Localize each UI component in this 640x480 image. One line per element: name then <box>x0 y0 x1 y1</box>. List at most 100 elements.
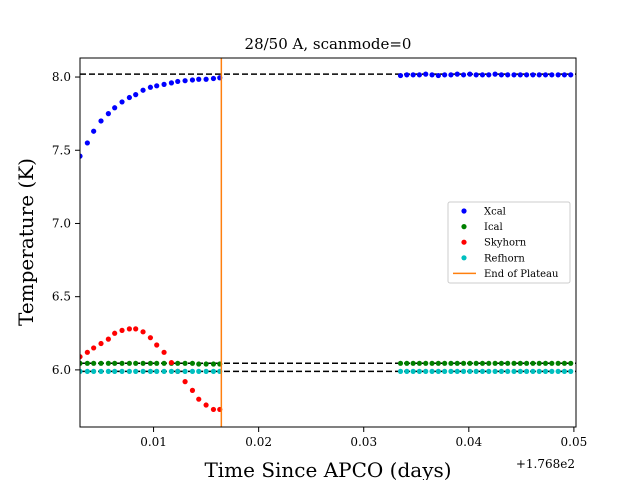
xcal-point <box>492 71 498 77</box>
x-tick-label: 0.05 <box>561 435 588 449</box>
legend-marker-skyhorn <box>461 239 467 245</box>
ical-point <box>473 360 479 366</box>
x-tick-label: 0.01 <box>140 435 167 449</box>
xcal-point <box>133 92 139 98</box>
refhorn-point <box>133 368 139 374</box>
xcal-point <box>196 76 202 82</box>
refhorn-point <box>196 368 202 374</box>
refhorn-point <box>397 368 404 374</box>
skyhorn-point <box>140 329 146 335</box>
xcal-point <box>530 72 536 78</box>
refhorn-point <box>168 368 175 374</box>
xcal-point <box>154 83 160 89</box>
ical-point <box>112 360 118 366</box>
refhorn-point <box>119 368 125 374</box>
refhorn-point <box>448 368 454 374</box>
x-tick-label: 0.03 <box>350 435 377 449</box>
skyhorn-point <box>98 340 104 347</box>
refhorn-point <box>105 368 111 374</box>
refhorn-point <box>147 368 154 374</box>
refhorn-point <box>416 368 423 374</box>
ical-point <box>429 360 435 366</box>
ical-point <box>530 360 536 366</box>
xcal-point <box>524 72 530 78</box>
ical-point <box>203 361 209 367</box>
ical-point <box>467 360 473 366</box>
ical-point <box>140 360 146 366</box>
x-axis-title: Time Since APCO (days) <box>204 458 451 480</box>
refhorn-point <box>473 368 479 374</box>
ical-point <box>549 360 555 366</box>
skyhorn-point <box>126 326 132 332</box>
legend-label-end-of-plateau: End of Plateau <box>484 269 559 280</box>
refhorn-point <box>435 368 441 374</box>
xcal-point <box>416 72 423 78</box>
ical-point <box>189 360 196 366</box>
y-axis-title: Temperature (K) <box>14 158 38 326</box>
skyhorn-point <box>189 387 196 393</box>
legend-label-refhorn: Refhorn <box>484 253 525 264</box>
refhorn-point <box>80 368 83 374</box>
y-tick-label: 6.5 <box>52 290 71 304</box>
refhorn-point <box>189 368 196 374</box>
ical-point <box>119 360 125 366</box>
xcal-point <box>448 72 454 78</box>
refhorn-point <box>203 368 209 374</box>
refhorn-point <box>404 368 410 374</box>
xcal-point <box>536 72 542 78</box>
xcal-point <box>203 76 209 82</box>
y-tick-label: 8.0 <box>52 70 71 84</box>
refhorn-point <box>112 368 118 374</box>
refhorn-point <box>140 368 146 374</box>
xcal-point <box>549 72 555 78</box>
refhorn-point <box>555 368 561 374</box>
xcal-point <box>175 78 181 85</box>
xcal-point <box>119 99 125 105</box>
ical-point <box>454 360 460 366</box>
x-axis-ticks: 0.01 0.02 0.03 0.04 0.05 <box>140 427 587 449</box>
refhorn-point <box>536 368 542 374</box>
skyhorn-point <box>84 349 90 355</box>
ical-point <box>524 360 530 366</box>
xcal-point <box>105 111 111 117</box>
xcal-point <box>561 72 568 78</box>
legend: Xcal Ical Skyhorn Refhorn End of Plateau <box>447 201 571 284</box>
xcal-point <box>505 72 511 78</box>
refhorn-point <box>530 368 536 374</box>
ical-point <box>448 360 454 366</box>
y-axis-ticks: 6.0 6.5 7.0 7.5 8.0 <box>52 70 80 377</box>
refhorn-point <box>84 368 90 374</box>
xcal-point <box>91 128 97 134</box>
ical-point <box>161 360 167 366</box>
refhorn-point <box>467 368 473 374</box>
refhorn-point <box>98 368 104 374</box>
refhorn-point <box>429 368 435 374</box>
xcal-point <box>467 71 473 77</box>
legend-box <box>447 201 571 284</box>
refhorn-point <box>505 368 511 374</box>
legend-label-xcal: Xcal <box>484 207 506 218</box>
skyhorn-point <box>112 330 118 336</box>
ical-point <box>182 360 188 366</box>
x-axis-offset: +1.768e2 <box>516 457 575 471</box>
skyhorn-point <box>80 354 83 360</box>
skyhorn-point <box>161 349 167 355</box>
xcal-point <box>126 94 132 101</box>
xcal-point <box>161 81 167 87</box>
refhorn-point <box>126 368 132 374</box>
xcal-point <box>404 72 410 78</box>
xcal-point <box>460 72 467 78</box>
ical-point <box>423 360 429 366</box>
xcal-point <box>517 72 523 78</box>
ical-point <box>210 361 217 367</box>
xcal-point <box>423 71 429 77</box>
ical-point <box>568 360 574 366</box>
x-tick-label: 0.04 <box>455 435 482 449</box>
series-xcal <box>80 71 574 159</box>
plot-frame <box>79 57 577 428</box>
refhorn-point <box>524 368 530 374</box>
xcal-point <box>112 105 118 111</box>
ical-point <box>479 360 486 366</box>
ical-point <box>147 360 154 366</box>
ical-point <box>410 360 416 366</box>
